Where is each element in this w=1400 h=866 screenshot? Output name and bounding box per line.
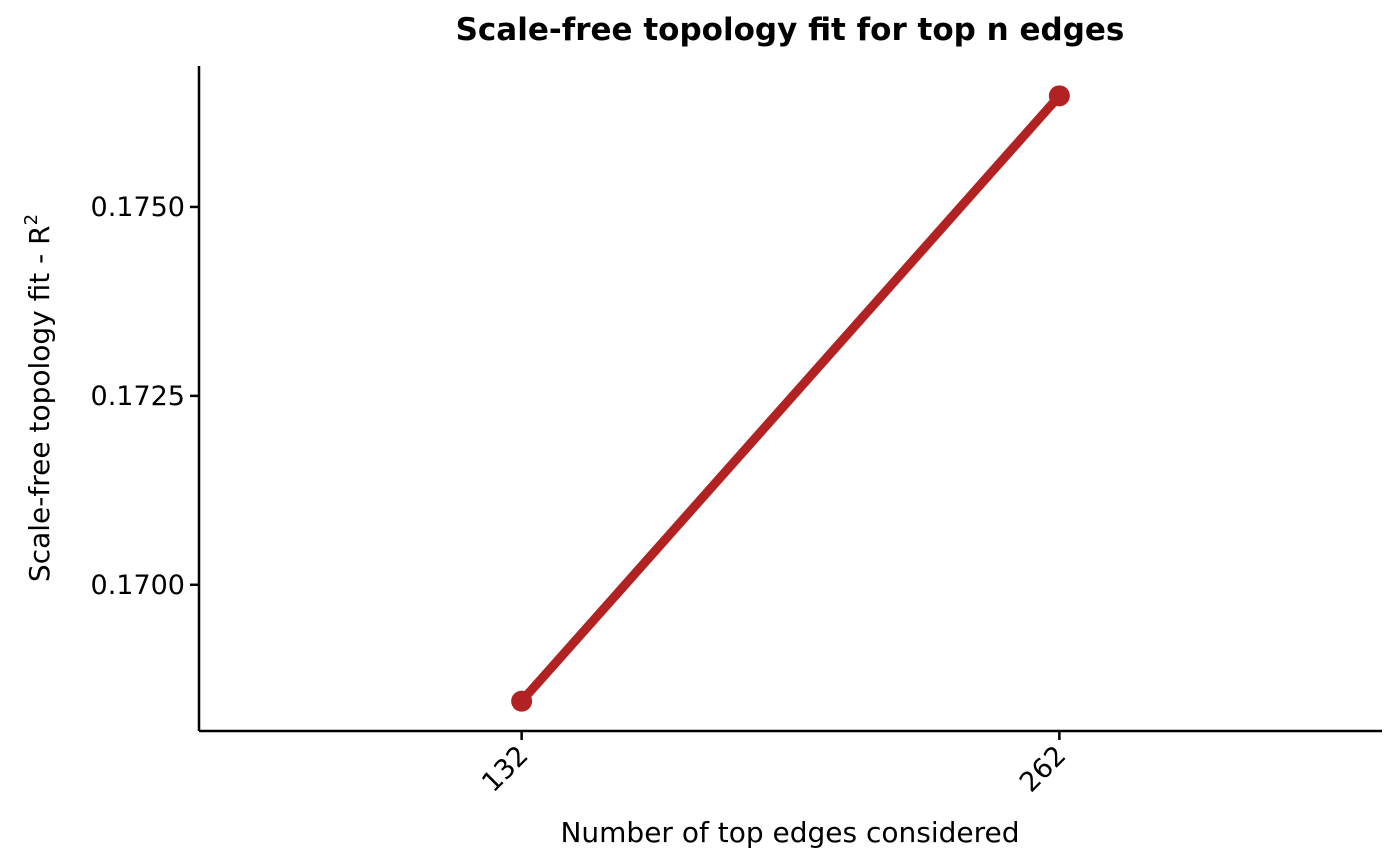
series-layer [511, 85, 1070, 712]
chart-title: Scale-free topology fit for top n edges [456, 12, 1125, 48]
y-tick-label: 0.1725 [91, 381, 185, 412]
data-point [1048, 85, 1070, 107]
y-axis-label: Scale-free topology fit - R2 [21, 214, 56, 582]
x-axis-ticks: 132 262 [476, 731, 1072, 798]
y-axis-label-superscript: 2 [21, 214, 42, 225]
x-axis-label: Number of top edges considered [560, 816, 1019, 849]
x-tick-label: 262 [1014, 740, 1072, 798]
y-tick-label: 0.1700 [91, 570, 185, 601]
series-line [518, 92, 1063, 705]
y-tick-label: 0.1750 [91, 192, 185, 223]
data-point [511, 690, 533, 712]
x-tick-label: 132 [476, 740, 534, 798]
y-axis-label-text: Scale-free topology fit - R [23, 225, 56, 582]
y-axis-ticks: 0.1700 0.1725 0.1750 [91, 192, 199, 601]
